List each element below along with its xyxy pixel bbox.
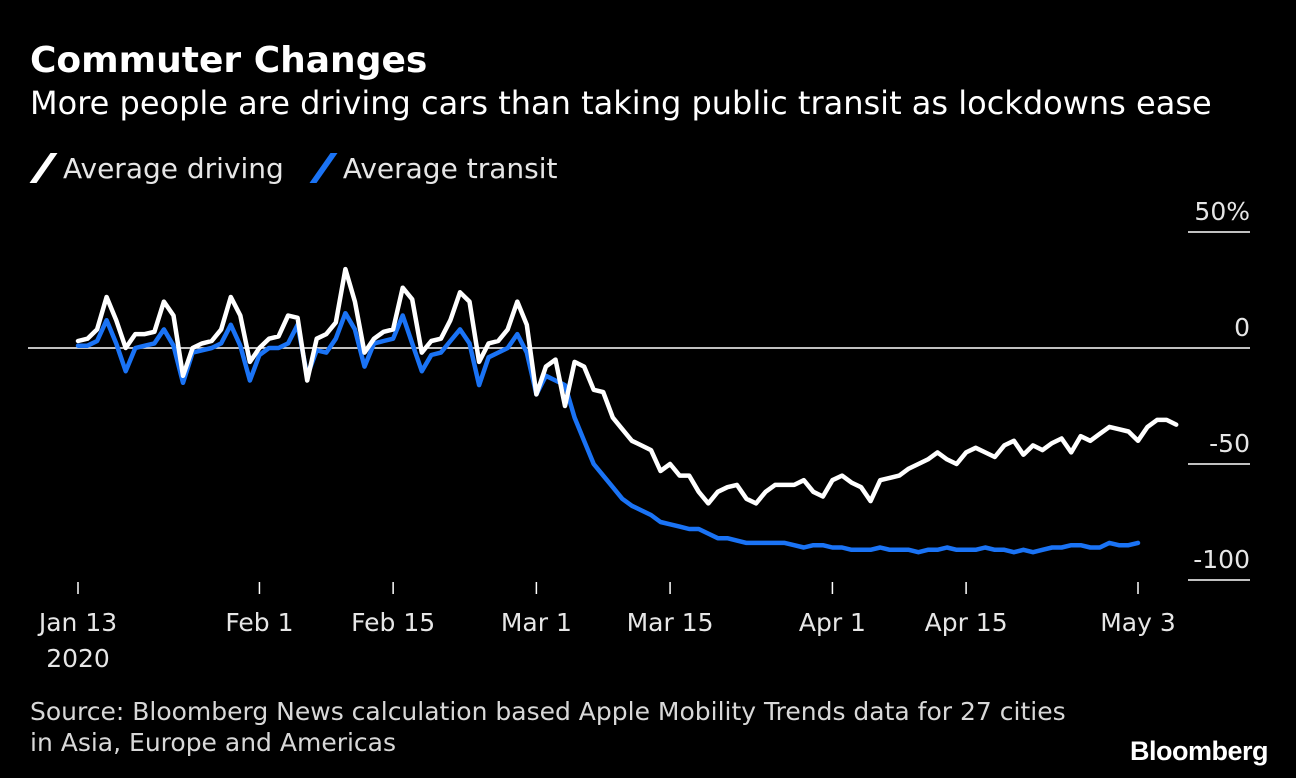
series-line-driving [75,266,1179,506]
legend-item-transit: Average transit [309,151,558,185]
bloomberg-logo: Bloomberg [1129,736,1269,766]
legend-label-transit: Average transit [342,151,558,185]
legend-label-driving: Average driving [63,151,284,185]
x-tick-label: Jan 13 [37,608,117,637]
x-tick-sublabel: 2020 [46,644,110,673]
legend: Average driving Average transit [29,150,583,186]
chart-title: Commuter Changes [30,40,428,81]
legend-item-driving: Average driving [29,151,284,185]
x-tick-label: Apr 15 [925,608,1008,637]
y-tick-label: -100 [1193,545,1250,574]
x-tick-label: Mar 15 [627,608,714,637]
x-tick-label: Feb 15 [351,608,435,637]
y-tick-label: 0 [1234,313,1250,342]
chart-subtitle: More people are driving cars than taking… [30,84,1212,122]
x-tick-label: Feb 1 [225,608,293,637]
source-line-1: Source: Bloomberg News calculation based… [30,697,1066,726]
x-tick-label: Apr 1 [799,608,866,637]
x-tick-label: Mar 1 [501,608,572,637]
y-tick-label: 50% [1194,197,1250,226]
series-line-transit [75,310,1141,555]
source-line-2: in Asia, Europe and Americas [30,728,397,757]
source-note: Source: Bloomberg News calculation based… [30,696,1110,758]
y-tick-label: -50 [1209,429,1250,458]
x-tick-label: May 3 [1100,608,1176,637]
